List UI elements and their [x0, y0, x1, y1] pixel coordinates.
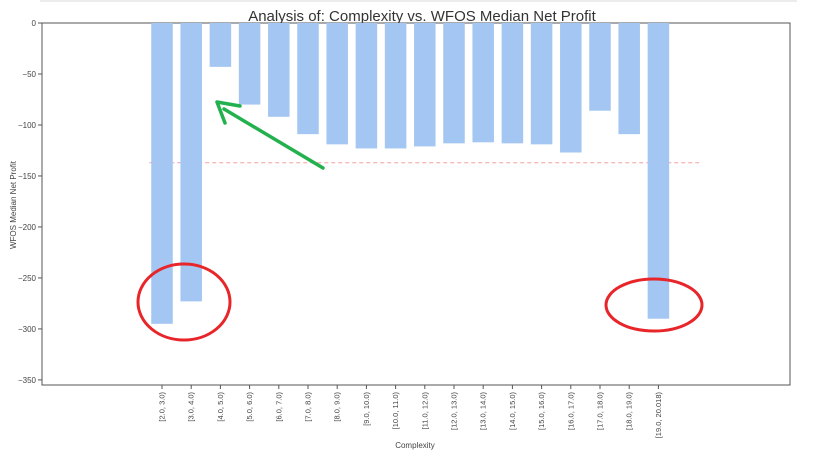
x-tick-label-3: [5.0, 6.0)	[245, 392, 254, 422]
bar-9	[414, 23, 436, 147]
y-tick-label-4: −200	[18, 223, 37, 232]
bar-3	[238, 23, 261, 105]
x-tick-label-13: [15.0, 16.0)	[537, 392, 546, 430]
x-tick-label-14: [16.0, 17.0)	[566, 392, 575, 430]
bar-5	[297, 23, 319, 135]
bar-14	[560, 23, 582, 153]
bar-16	[618, 23, 640, 135]
bar-6	[326, 23, 348, 145]
x-tick-label-6: [8.0, 9.0)	[333, 392, 342, 422]
red-circle-left	[136, 262, 232, 342]
bar-0	[151, 23, 173, 324]
x-tick-label-2: [4.0, 5.0)	[216, 392, 225, 422]
bar-12	[501, 23, 524, 144]
bar-10	[443, 23, 465, 144]
green-arrow-shaft	[222, 107, 325, 170]
y-tick-label-1: −50	[22, 70, 36, 79]
bar-11	[472, 23, 494, 143]
bar-1	[180, 23, 202, 302]
bar-15	[589, 23, 611, 111]
bar-4	[268, 23, 290, 117]
x-tick-label-7: [9.0, 10.0)	[362, 392, 371, 426]
y-axis-label: WFOS Median Net Profit	[9, 160, 18, 249]
bar-2	[209, 23, 232, 67]
red-circle-right	[604, 277, 704, 333]
y-tick-label-2: −100	[18, 121, 37, 130]
x-tick-label-12: [14.0, 15.0)	[508, 392, 517, 430]
x-tick-label-1: [3.0, 4.0)	[187, 392, 196, 422]
x-tick-label-0: [2.0, 3.0)	[158, 392, 167, 422]
y-tick-label-0: 0	[32, 19, 37, 28]
y-tick-label-6: −300	[18, 325, 37, 334]
bar-7	[355, 23, 378, 149]
x-tick-label-10: [12.0, 13.0)	[450, 392, 459, 430]
x-tick-label-9: [11.0, 12.0)	[420, 392, 429, 430]
x-tick-label-17: [19.0, 20.018)	[654, 392, 663, 439]
green-arrow-head	[215, 100, 242, 125]
y-tick-label-5: −250	[18, 274, 37, 283]
bar-8	[384, 23, 407, 149]
x-tick-label-16: [18.0, 19.0)	[625, 392, 634, 430]
x-tick-label-15: [17.0, 18.0)	[596, 392, 605, 430]
y-tick-label-3: −150	[18, 172, 37, 181]
y-tick-label-7: −350	[18, 376, 37, 385]
bar-17	[647, 23, 670, 319]
x-tick-label-8: [10.0, 11.0)	[391, 392, 400, 430]
chart-title: Analysis of: Complexity vs. WFOS Median …	[248, 8, 596, 25]
x-tick-label-5: [7.0, 8.0)	[304, 392, 313, 422]
x-axis-label: Complexity	[395, 441, 435, 450]
x-tick-label-11: [13.0, 14.0)	[479, 392, 488, 430]
x-tick-label-4: [6.0, 7.0)	[274, 392, 283, 422]
bar-13	[530, 23, 553, 145]
